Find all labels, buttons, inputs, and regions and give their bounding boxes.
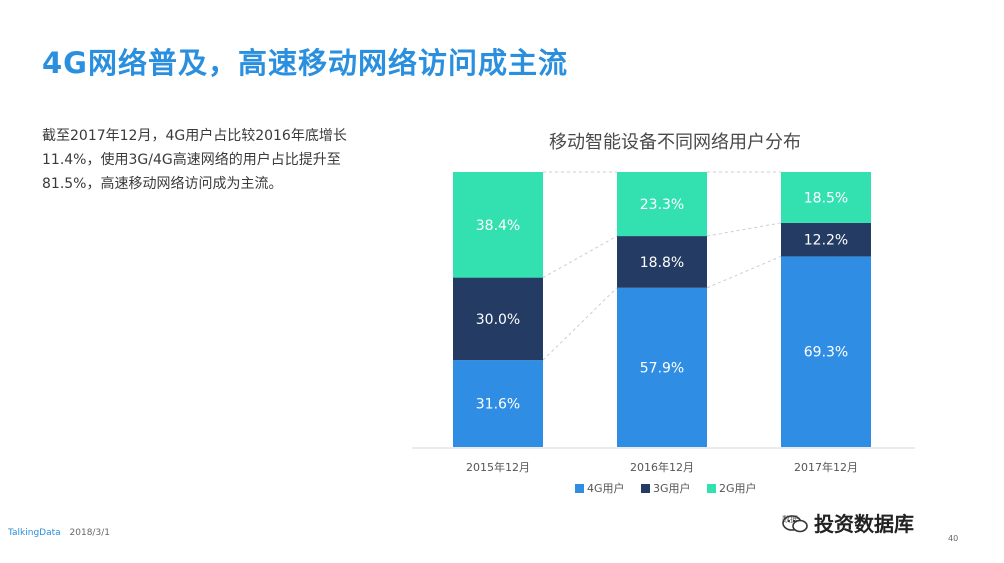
slide-title: 4G网络普及，高速移动网络访问成主流 <box>42 46 568 80</box>
data-label: 57.9% <box>640 360 684 376</box>
legend-swatch <box>707 484 716 493</box>
bar-segment <box>453 360 543 447</box>
legend-label: 4G用户 <box>587 481 625 495</box>
connector-line <box>542 287 618 361</box>
source-note: 数据 <box>782 515 798 524</box>
page-number: 40 <box>948 534 959 543</box>
data-label: 69.3% <box>804 345 848 361</box>
legend-label: 2G用户 <box>719 481 757 495</box>
data-label: 18.8% <box>640 255 684 271</box>
summary-text: 截至2017年12月，4G用户占比较2016年底增长11.4%，使用3G/4G高… <box>42 128 347 192</box>
bar-segment <box>453 172 543 278</box>
connector-line <box>542 235 618 279</box>
footer-brand: TalkingData 2018/3/1 <box>8 528 110 538</box>
data-label: 38.4% <box>476 218 520 234</box>
legend-label: 3G用户 <box>653 481 691 495</box>
brand-name: TalkingData <box>8 528 61 538</box>
x-tick-label: 2016年12月 <box>630 460 694 474</box>
bar-segment <box>781 222 871 257</box>
footer-date: 2018/3/1 <box>69 528 110 538</box>
data-label: 31.6% <box>476 397 520 413</box>
connector-line <box>706 255 782 289</box>
data-label: 23.3% <box>640 197 684 213</box>
legend-swatch <box>575 484 584 493</box>
bar-segment <box>617 236 707 288</box>
data-label: 12.2% <box>804 233 848 249</box>
x-tick-label: 2015年12月 <box>466 460 530 474</box>
watermark-text: 投资数据库 <box>814 512 914 536</box>
bar-segment <box>617 287 707 447</box>
connector-line <box>706 222 782 237</box>
x-tick-label: 2017年12月 <box>794 460 858 474</box>
bar-segment <box>781 172 871 223</box>
legend-swatch <box>641 484 650 493</box>
wechat-icon <box>782 515 808 533</box>
bar-segment <box>617 172 707 237</box>
watermark: 投资数据库 <box>782 508 914 537</box>
bar-segment <box>453 277 543 361</box>
chart-title: 移动智能设备不同网络用户分布 <box>549 132 801 153</box>
bar-segment <box>781 256 871 447</box>
data-label: 30.0% <box>476 312 520 328</box>
data-label: 18.5% <box>804 190 848 206</box>
